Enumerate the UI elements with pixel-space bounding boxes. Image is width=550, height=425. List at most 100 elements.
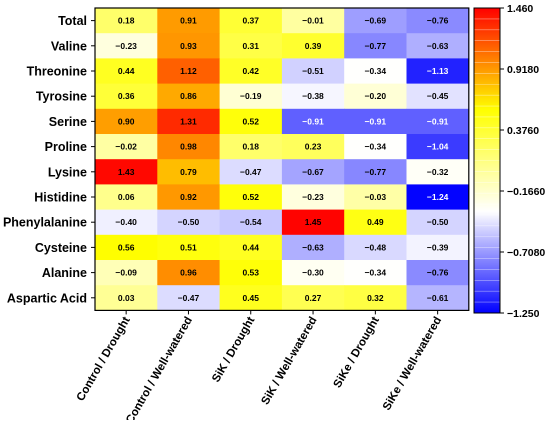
colorbar-border <box>473 7 501 314</box>
heatmap-cell <box>157 285 220 311</box>
cell-value-label: −0.30 <box>302 268 324 278</box>
column-label: SiK / Drought <box>210 315 257 385</box>
heatmap-cell <box>157 58 220 84</box>
row-label: Alanine <box>42 266 87 280</box>
cell-value-label: 1.31 <box>180 116 197 126</box>
cell-value-label: −0.91 <box>427 116 449 126</box>
heatmap-cell <box>95 184 158 210</box>
cell-value-label: 0.37 <box>242 16 259 26</box>
heatmap-cell <box>157 8 220 34</box>
row-label: Valine <box>51 39 87 53</box>
cell-value-label: −0.02 <box>115 142 137 152</box>
heatmap-cell <box>406 159 470 185</box>
cell-value-label: −0.77 <box>365 167 387 177</box>
heatmap-cell <box>344 260 407 286</box>
cell-value-label: 0.91 <box>180 16 197 26</box>
row-label: Serine <box>49 115 87 129</box>
cell-value-label: −1.13 <box>427 66 449 76</box>
heatmap-cell <box>95 8 158 34</box>
heatmap-cell <box>281 108 345 135</box>
cell-value-label: 0.32 <box>367 293 384 303</box>
cell-value-label: 0.93 <box>180 41 197 51</box>
colorbar: 1.460 0.9180 0.3760 −0.1660 −0.7080 −1.250 <box>473 3 545 320</box>
row-label: Tyrosine <box>36 90 87 104</box>
heatmap-cell <box>344 33 407 59</box>
cell-value-label: −0.61 <box>427 293 449 303</box>
cell-value-label: 0.56 <box>118 242 135 252</box>
cell-value-label: −0.20 <box>365 91 387 101</box>
cell-value-label: −0.76 <box>427 16 449 26</box>
heatmap-cell <box>157 260 220 286</box>
cell-value-label: −0.63 <box>427 41 449 51</box>
heatmap-cell <box>281 8 345 34</box>
heatmap-cell <box>344 134 407 160</box>
heatmap-cell <box>281 285 345 311</box>
heatmap-cell <box>281 58 345 84</box>
cell-value-label: 0.90 <box>118 116 135 126</box>
row-label: Histidine <box>34 191 87 205</box>
heatmap-cell <box>406 8 470 34</box>
heatmap-cell <box>219 209 283 236</box>
cell-value-label: −0.19 <box>240 91 262 101</box>
heatmap-cell <box>406 234 470 261</box>
column-label: Control / Well-watered <box>124 315 195 420</box>
column-label: SiK / Well-watered <box>260 315 320 407</box>
cell-value-label: 1.43 <box>118 167 135 177</box>
cell-value-label: −0.48 <box>365 242 387 252</box>
heatmap-cell <box>281 260 345 286</box>
cell-value-label: −0.47 <box>240 167 262 177</box>
cell-value-label: 0.51 <box>180 242 197 252</box>
cell-value-label: 1.45 <box>305 217 322 227</box>
row-label: Threonine <box>27 65 87 79</box>
heatmap-cell <box>219 58 283 84</box>
heatmap-cell <box>219 134 283 160</box>
heatmap-cell <box>344 209 407 236</box>
heatmap-cell <box>219 159 283 185</box>
heatmap-cell <box>406 184 470 210</box>
heatmap-cell <box>219 33 283 59</box>
heatmap-cell <box>157 108 220 135</box>
cell-value-label: −0.54 <box>240 217 262 227</box>
heatmap-cell <box>281 134 345 160</box>
heatmap-cell <box>281 234 345 261</box>
heatmap-cell <box>219 234 283 261</box>
cell-value-label: −0.47 <box>178 293 200 303</box>
cell-value-label: 0.27 <box>305 293 322 303</box>
row-labels: Total Valine Threonine Tyrosine Serine Prolin… <box>3 14 95 305</box>
heatmap-cell <box>281 184 345 210</box>
cell-value-label: 0.79 <box>180 167 197 177</box>
cell-value-label: 1.12 <box>180 66 197 76</box>
cell-value-label: 0.44 <box>118 66 135 76</box>
cell-value-label: 0.96 <box>180 268 197 278</box>
cell-value-label: 0.03 <box>118 293 135 303</box>
column-label: Control / Drought <box>75 315 133 404</box>
heatmap-cell <box>406 209 470 236</box>
cell-value-label: −0.23 <box>115 41 137 51</box>
heatmap-cell <box>406 58 470 84</box>
column-label: SiKe / Drought <box>332 315 382 390</box>
cell-value-label: −0.69 <box>365 16 387 26</box>
heatmap-cell <box>95 159 158 185</box>
heatmap-cell <box>344 159 407 185</box>
cell-value-label: −0.34 <box>365 268 387 278</box>
cell-value-label: −1.24 <box>427 192 449 202</box>
cell-value-label: −0.45 <box>427 91 449 101</box>
cell-value-label: −0.50 <box>427 217 449 227</box>
heatmap-cell <box>95 83 158 110</box>
heatmap-cell <box>157 83 220 110</box>
row-label: Aspartic Acid <box>7 291 87 305</box>
cell-value-label: −0.91 <box>365 116 387 126</box>
heatmap-cell <box>406 134 470 160</box>
row-label: Total <box>58 14 87 28</box>
colorbar-tick-label: −0.7080 <box>507 247 545 259</box>
cell-value-label: 0.52 <box>242 192 259 202</box>
heatmap-cell <box>219 108 283 135</box>
cell-value-label: −0.23 <box>302 192 324 202</box>
row-label: Proline <box>45 140 87 154</box>
heatmap-cell <box>219 285 283 311</box>
cell-value-label: −0.39 <box>427 242 449 252</box>
heatmap-cell <box>406 33 470 59</box>
cell-value-label: 0.06 <box>118 192 135 202</box>
cell-value-label: 0.31 <box>242 41 259 51</box>
